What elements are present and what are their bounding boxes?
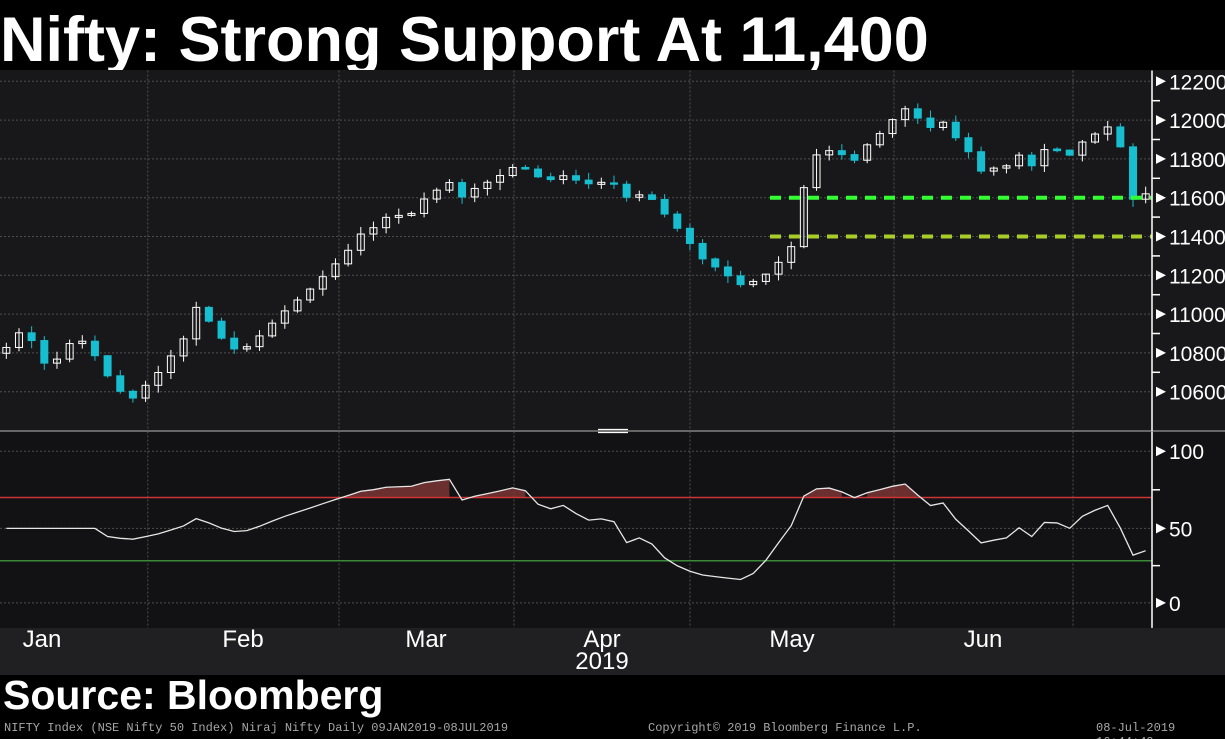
- svg-text:0: 0: [1169, 593, 1181, 616]
- svg-text:11200: 11200: [1169, 265, 1225, 288]
- svg-text:12000: 12000: [1169, 110, 1225, 133]
- svg-text:11000: 11000: [1169, 304, 1225, 327]
- svg-text:11800: 11800: [1169, 149, 1225, 172]
- svg-text:11600: 11600: [1169, 188, 1225, 211]
- svg-text:12200: 12200: [1169, 71, 1225, 94]
- svg-text:50: 50: [1169, 518, 1192, 541]
- svg-text:10600: 10600: [1169, 382, 1225, 405]
- svg-text:100: 100: [1169, 441, 1204, 464]
- svg-text:11400: 11400: [1169, 227, 1225, 250]
- svg-text:10800: 10800: [1169, 343, 1225, 366]
